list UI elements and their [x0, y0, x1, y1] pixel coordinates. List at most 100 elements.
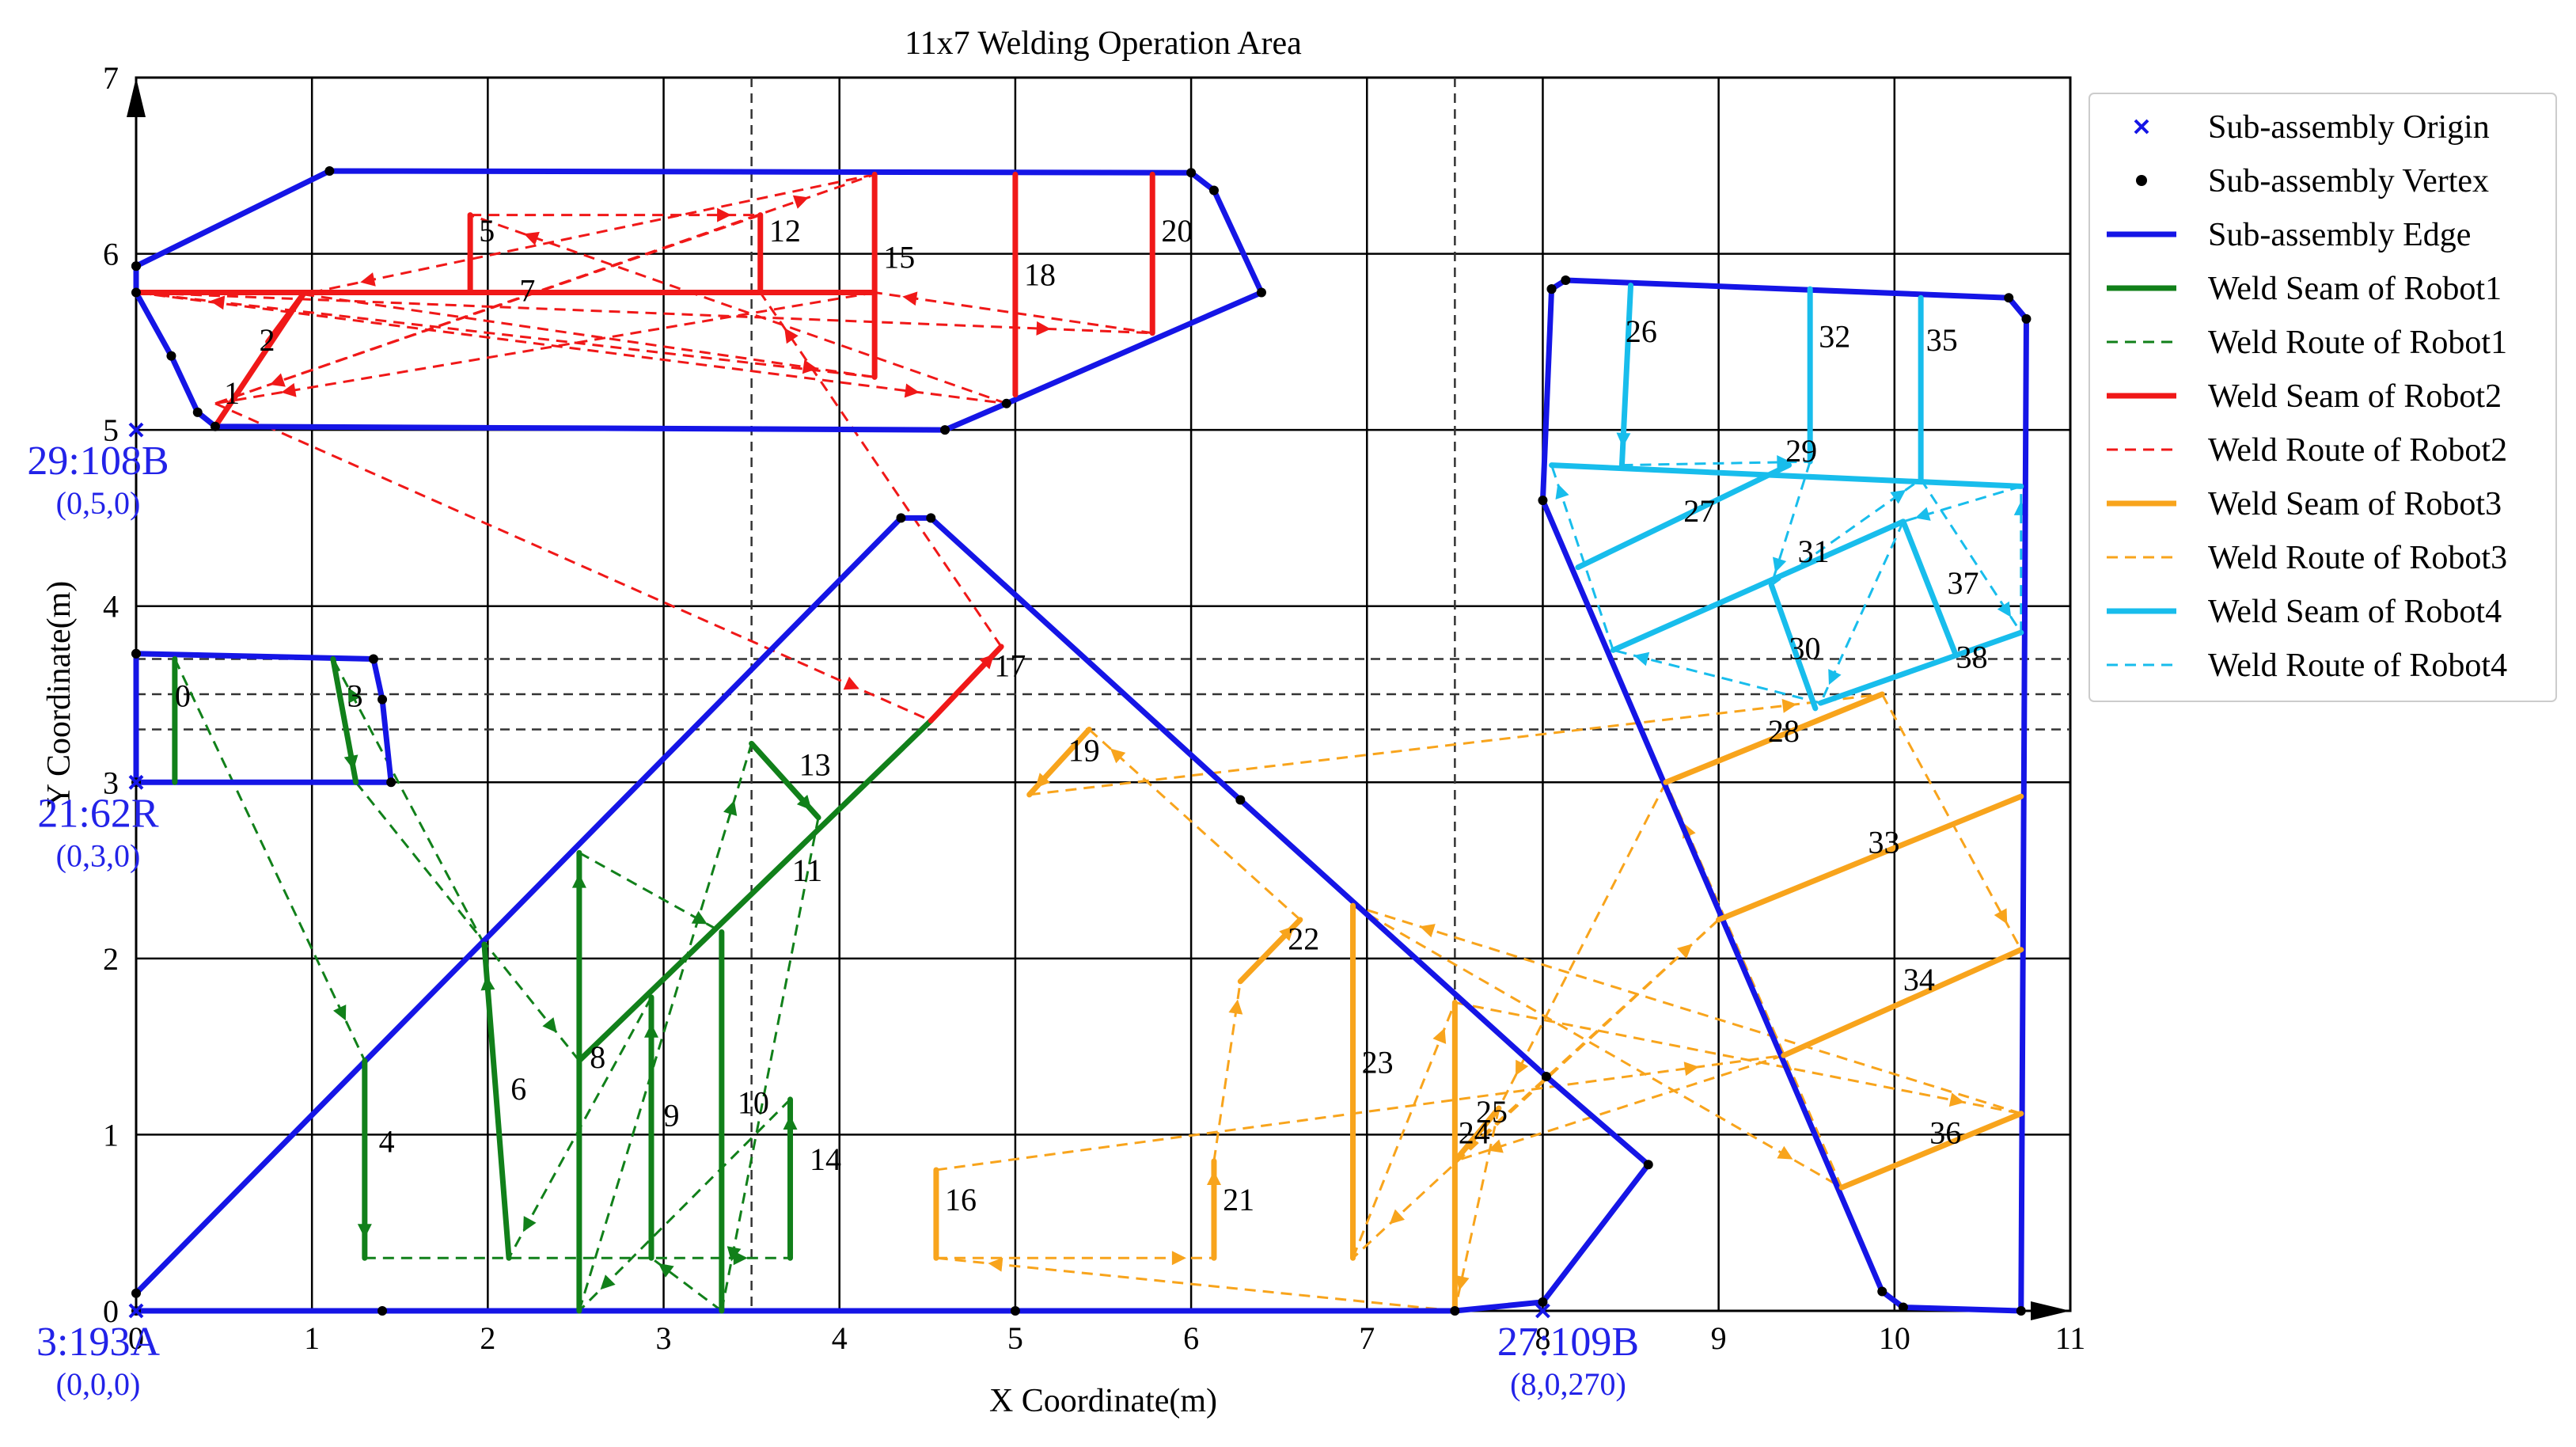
subassembly-name-label: 29:108B	[27, 439, 169, 484]
weld-route-leg	[1550, 465, 1614, 651]
weld-seam-label: 29	[1785, 433, 1817, 469]
subassembly-vertex	[131, 648, 141, 659]
weld-seam-label: 8	[590, 1039, 605, 1075]
weld-seam-label: 13	[799, 746, 831, 782]
weld-seam-29	[1549, 462, 2024, 489]
weld-seam-label: 15	[883, 239, 915, 275]
subassembly-vertex	[896, 513, 906, 523]
y-axis-label: Y Coordinate(m)	[41, 581, 78, 808]
weld-seam-label: 5	[479, 213, 495, 249]
weld-route-leg	[173, 658, 366, 1062]
weld-route-leg	[874, 291, 1153, 335]
weld-seam-label: 18	[1024, 257, 1056, 293]
weld-route-leg	[1352, 904, 2022, 1115]
route-arrow-head	[1228, 999, 1243, 1015]
route-arrow-head	[843, 676, 859, 690]
weld-seam-label: 31	[1798, 534, 1830, 569]
axes	[127, 78, 2070, 1320]
subassembly-vertex	[192, 407, 203, 417]
route-arrow-head	[1777, 1145, 1793, 1160]
weld-seam-2	[265, 291, 306, 345]
x-tick-label: 8	[1535, 1320, 1550, 1356]
weld-route-leg	[1770, 461, 1812, 586]
weld-route-leg	[578, 1098, 791, 1312]
weld-seam-label: 0	[175, 678, 191, 714]
subassembly-vertex	[1546, 284, 1557, 294]
subassembly-vertex	[1538, 496, 1548, 506]
weld-seam-label: 34	[1903, 962, 1935, 997]
route-arrow-head	[1110, 748, 1126, 764]
weld-seam-label: 36	[1929, 1115, 1961, 1151]
route-arrow-head	[784, 328, 799, 344]
weld-seam-25	[1451, 1105, 1502, 1164]
x-tick-label: 7	[1359, 1320, 1375, 1356]
weld-seam-37	[1900, 518, 1960, 659]
route-arrow-head	[523, 231, 540, 245]
weld-route-leg	[302, 173, 875, 296]
subassembly-vertex	[1561, 275, 1571, 285]
y-axis-arrow	[127, 78, 146, 117]
route-arrow-head	[1772, 556, 1787, 573]
route-arrow-head	[1432, 1027, 1447, 1044]
weld-seam-label: 27	[1683, 493, 1715, 529]
weld-route-leg	[759, 291, 1003, 648]
weld-route-leg	[355, 781, 581, 1062]
subassembly-edge	[133, 168, 1265, 433]
subassembly-name-label: 3:193A	[36, 1320, 160, 1365]
weld-route-leg	[135, 291, 875, 378]
subassembly-vertex	[368, 654, 378, 664]
subassembly-origin-marker	[128, 422, 144, 438]
legend-label: Sub-assembly Origin	[2208, 109, 2490, 146]
weld-seam-6	[481, 941, 512, 1261]
weld-seam-38	[1818, 629, 2024, 706]
weld-seam-label: 37	[1947, 565, 1978, 601]
route-arrow-head	[727, 1246, 742, 1262]
weld-seam-label: 32	[1819, 319, 1850, 355]
weld-seam-label: 30	[1789, 630, 1821, 666]
legend: Sub-assembly Origin Sub-assembly Vertex Su…	[2088, 93, 2557, 702]
weld-route-leg	[469, 214, 1007, 405]
subassembly-origin-coords: (8,0,270)	[1510, 1366, 1626, 1402]
legend-label: Weld Route of Robot2	[2208, 432, 2507, 469]
weld-seam-label: 12	[769, 213, 801, 249]
legend-label: Weld Route of Robot3	[2208, 540, 2507, 576]
subassembly-name-label: 27:109B	[1497, 1320, 1639, 1365]
route-arrow-head	[542, 1017, 557, 1033]
route-arrow-head	[281, 382, 297, 397]
subassembly-vertex	[131, 287, 141, 298]
weld-seam-11	[576, 717, 934, 1064]
route-arrow-head	[1828, 669, 1842, 686]
subassembly-vertex	[1208, 185, 1219, 196]
route-arrow-head	[733, 1251, 748, 1266]
divider-lines	[136, 78, 2070, 1311]
weld-seam-31	[1610, 518, 1906, 653]
weld-route-leg	[1352, 904, 1842, 1189]
legend-box	[2088, 93, 2557, 702]
weld-route-leg	[1622, 460, 1811, 467]
legend-label: Weld Seam of Robot4	[2208, 594, 2502, 630]
x-axis-label: X Coordinate(m)	[989, 1383, 1217, 1419]
weld-seam-label: 16	[945, 1182, 977, 1217]
route-arrow-head	[1633, 651, 1650, 667]
weld-seam-label: 17	[994, 648, 1026, 684]
weld-route-leg	[1352, 1001, 1456, 1259]
weld-route-leg	[1903, 484, 2022, 523]
legend-label: Sub-assembly Edge	[2208, 217, 2471, 253]
weld-route-leg	[135, 291, 1153, 335]
route-arrow-head	[210, 295, 226, 310]
y-tick-label: 2	[103, 941, 119, 977]
weld-seam-22	[1237, 917, 1303, 985]
route-arrow-head	[1781, 698, 1797, 713]
subassembly-vertex	[324, 165, 335, 176]
legend-label: Weld Seam of Robot2	[2208, 378, 2502, 415]
subassembly-origin-coords: (0,0,0)	[56, 1366, 141, 1402]
y-tick-label: 7	[103, 60, 119, 96]
weld-seam-3	[330, 655, 359, 785]
y-tick-label: 4	[103, 589, 119, 625]
weld-seam-label: 1	[224, 375, 240, 411]
weld-seam-label: 10	[738, 1085, 769, 1121]
route-arrow-head	[1036, 321, 1051, 336]
legend-label: Weld Seam of Robot3	[2208, 486, 2502, 522]
route-arrow-head	[333, 1005, 347, 1021]
